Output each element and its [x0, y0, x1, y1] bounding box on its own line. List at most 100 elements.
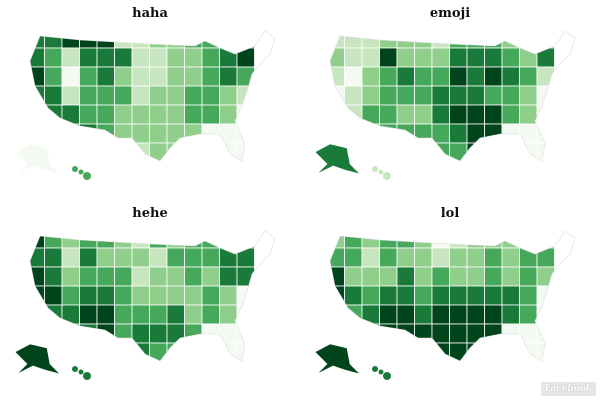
state-region: [61, 66, 80, 87]
state-region: [114, 104, 133, 125]
state-region: [30, 31, 45, 49]
state-region: [466, 47, 485, 68]
state-region: [184, 285, 203, 306]
state-region: [466, 342, 485, 361]
state-region: [330, 304, 345, 325]
state-region: [536, 266, 555, 287]
state-region: [501, 323, 520, 344]
state-region: [201, 247, 220, 268]
state-region: [149, 285, 168, 306]
state-region: [236, 231, 255, 249]
state-region: [79, 104, 98, 125]
state-region: [501, 342, 520, 361]
state-region: [79, 285, 98, 306]
state-region: [30, 66, 45, 87]
state-region: [344, 66, 363, 87]
state-region: [79, 342, 98, 361]
state-region: [96, 266, 115, 287]
state-region: [79, 266, 98, 287]
state-region: [219, 123, 238, 144]
hawaii-region: [383, 172, 391, 180]
state-region: [484, 104, 503, 125]
state-region: [219, 142, 238, 161]
state-region: [149, 85, 168, 106]
state-region: [379, 104, 398, 125]
state-region: [96, 231, 115, 249]
state-region: [519, 123, 538, 144]
state-region: [114, 66, 133, 87]
state-region: [236, 66, 255, 87]
state-region: [44, 104, 63, 125]
state-region: [431, 247, 450, 268]
state-region: [184, 104, 203, 125]
state-region: [414, 231, 433, 249]
state-region: [501, 85, 520, 106]
state-region: [431, 123, 450, 144]
state-region: [219, 304, 238, 325]
state-region: [131, 142, 150, 161]
state-region: [519, 231, 538, 249]
state-region: [201, 304, 220, 325]
state-region: [30, 231, 45, 249]
state-region: [166, 142, 185, 161]
state-region: [361, 247, 380, 268]
state-region: [166, 323, 185, 344]
state-region: [431, 285, 450, 306]
state-region: [484, 123, 503, 144]
state-region: [166, 304, 185, 325]
state-region: [236, 123, 255, 144]
state-region: [501, 304, 520, 325]
state-region: [330, 123, 345, 144]
state-region: [201, 342, 220, 361]
state-region: [131, 123, 150, 144]
state-region: [184, 304, 203, 325]
state-region: [519, 304, 538, 325]
state-region: [396, 342, 415, 361]
state-region: [449, 266, 468, 287]
hawaii-region: [372, 366, 378, 372]
state-region: [330, 47, 345, 68]
state-region: [379, 231, 398, 249]
state-region: [79, 47, 98, 68]
state-region: [149, 304, 168, 325]
state-region: [131, 31, 150, 49]
state-region: [414, 66, 433, 87]
us-choropleth-map: [314, 230, 576, 380]
state-region: [149, 66, 168, 87]
state-region: [466, 123, 485, 144]
state-region: [379, 266, 398, 287]
state-region: [396, 123, 415, 144]
state-region: [379, 123, 398, 144]
state-region: [114, 323, 133, 344]
state-region: [484, 285, 503, 306]
state-region: [379, 31, 398, 49]
state-region: [149, 342, 168, 361]
state-region: [166, 285, 185, 306]
state-region: [501, 247, 520, 268]
state-region: [396, 285, 415, 306]
state-region: [79, 304, 98, 325]
us-outline: [29, 230, 276, 362]
hawaii-region: [78, 369, 84, 375]
state-region: [184, 266, 203, 287]
state-region: [431, 66, 450, 87]
state-region: [131, 47, 150, 68]
state-region: [219, 266, 238, 287]
state-region: [44, 123, 63, 144]
state-region: [236, 342, 255, 361]
us-choropleth-map: [14, 30, 276, 180]
state-region: [330, 247, 345, 268]
state-region: [61, 85, 80, 106]
state-region: [379, 304, 398, 325]
hawaii-region: [83, 372, 91, 380]
state-region: [131, 247, 150, 268]
state-region: [44, 31, 63, 49]
state-region: [361, 47, 380, 68]
state-region: [114, 247, 133, 268]
state-region: [236, 323, 255, 344]
hawaii-region: [78, 169, 84, 175]
state-region: [414, 47, 433, 68]
state-region: [431, 342, 450, 361]
state-region: [79, 123, 98, 144]
state-region: [361, 304, 380, 325]
